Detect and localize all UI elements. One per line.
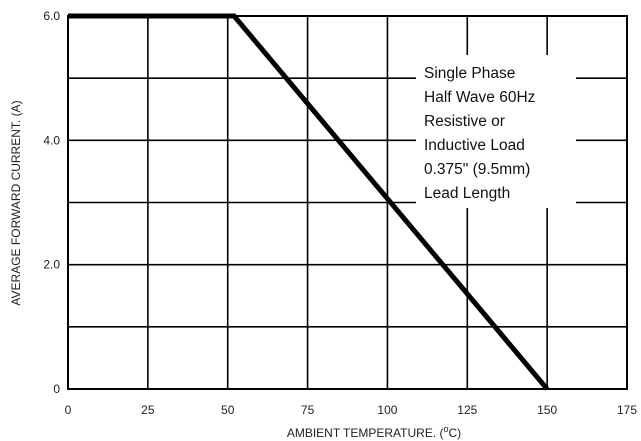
annotation-line-4: 0.375" (9.5mm) bbox=[424, 161, 530, 178]
x-tick-label-7: 175 bbox=[617, 403, 637, 417]
y-tick-labels: 0 2.0 4.0 6.0 bbox=[43, 9, 60, 396]
series-layer bbox=[68, 13, 550, 391]
plot-border bbox=[67, 15, 628, 390]
annotation-text: Single Phase Half Wave 60Hz Resistive or In… bbox=[424, 65, 535, 202]
x-tick-label-2: 50 bbox=[221, 403, 235, 417]
x-tick-label-6: 150 bbox=[537, 403, 557, 417]
annotation-background bbox=[416, 55, 576, 208]
y-tick-label-3: 6.0 bbox=[43, 9, 60, 23]
x-tick-labels: 0 25 50 75 100 125 150 175 bbox=[65, 403, 638, 417]
annotation-line-1: Half Wave 60Hz bbox=[424, 89, 535, 106]
x-tick-label-0: 0 bbox=[65, 403, 72, 417]
x-tick-label-5: 125 bbox=[457, 403, 477, 417]
y-tick-label-1: 2.0 bbox=[43, 258, 60, 272]
x-tick-label-3: 75 bbox=[301, 403, 315, 417]
annotation-line-2: Resistive or bbox=[424, 113, 505, 130]
y-axis-label: AVERAGE FORWARD CURRENT. (A) bbox=[9, 100, 23, 305]
y-tick-label-2: 4.0 bbox=[43, 133, 60, 147]
annotation-line-5: Lead Length bbox=[424, 185, 510, 202]
x-tick-label-4: 100 bbox=[377, 403, 397, 417]
annotation-line-0: Single Phase bbox=[424, 65, 515, 82]
series-line-0 bbox=[68, 13, 550, 391]
x-axis-label: AMBIENT TEMPERATURE. (oC) bbox=[287, 424, 461, 440]
plot-frame bbox=[67, 15, 628, 390]
annotation-line-3: Inductive Load bbox=[424, 137, 525, 154]
x-tick-label-1: 25 bbox=[141, 403, 155, 417]
y-tick-label-0: 0 bbox=[53, 382, 60, 396]
